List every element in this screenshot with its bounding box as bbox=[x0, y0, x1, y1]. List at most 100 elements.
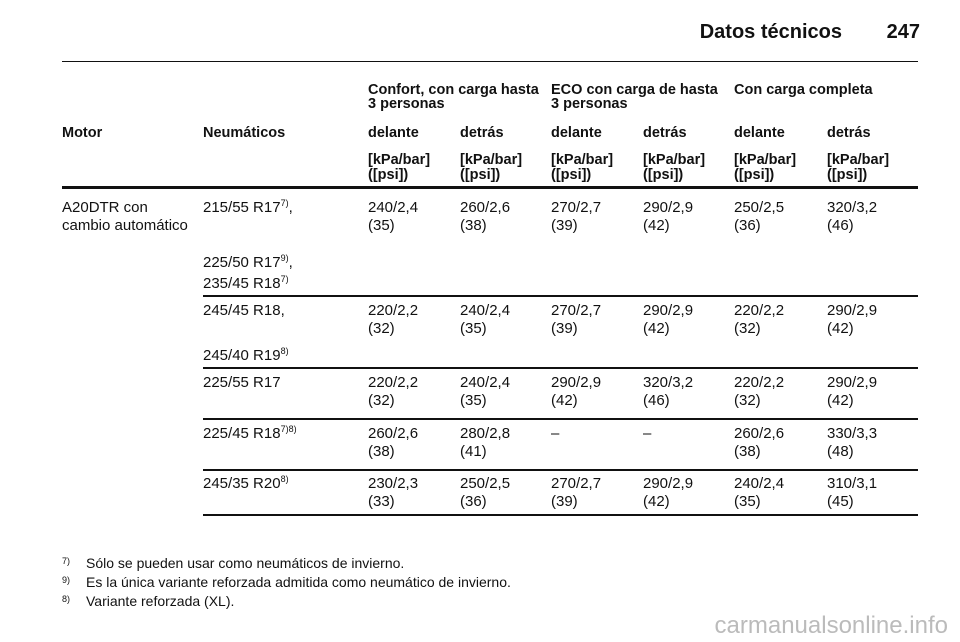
tire: 225/45 R187)8) bbox=[203, 424, 297, 443]
pressure-psi: (39) bbox=[551, 217, 578, 234]
footnote: Es la única variante reforzada admitida … bbox=[86, 574, 511, 590]
pressure: 230/2,3 bbox=[368, 475, 419, 492]
footnote-mark: 9) bbox=[62, 575, 71, 585]
pressure: 290/2,9 bbox=[643, 199, 694, 216]
pressure-psi: (46) bbox=[643, 392, 670, 409]
pressure: 320/3,2 bbox=[827, 199, 878, 216]
pressure: – bbox=[551, 425, 560, 442]
unit: [kPa/bar] bbox=[734, 152, 797, 168]
pressure-psi: (36) bbox=[460, 493, 487, 510]
pressure-psi: (32) bbox=[734, 392, 761, 409]
tire-size: 245/35 R20 bbox=[203, 475, 281, 492]
tire: 245/35 R208) bbox=[203, 475, 289, 493]
unit: ([psi]) bbox=[460, 167, 501, 183]
rule bbox=[62, 186, 918, 189]
group-header: 3 personas bbox=[368, 96, 445, 112]
pressure: 250/2,5 bbox=[734, 199, 785, 216]
column-header: delante bbox=[368, 125, 419, 141]
tire: 245/45 R18, bbox=[203, 302, 285, 319]
tire-tail: , bbox=[288, 199, 293, 216]
pressure-psi: (48) bbox=[827, 443, 854, 460]
motor: A20DTR con bbox=[62, 199, 148, 216]
group-header: ECO con carga de hasta bbox=[551, 82, 718, 98]
column-header: detrás bbox=[643, 125, 687, 141]
footnote: Sólo se pueden usar como neumáticos de i… bbox=[86, 555, 405, 571]
tire-size: 245/40 R19 bbox=[203, 347, 281, 364]
unit: [kPa/bar] bbox=[551, 152, 614, 168]
pressure-psi: (42) bbox=[643, 493, 670, 510]
tire-tail: , bbox=[288, 254, 293, 271]
footnote-ref: 8) bbox=[280, 346, 289, 356]
pressure-psi: (42) bbox=[643, 320, 670, 337]
group-header: 3 personas bbox=[551, 96, 628, 112]
column-header: detrás bbox=[827, 125, 871, 141]
group-header: Con carga completa bbox=[734, 82, 873, 98]
pressure-psi: (38) bbox=[460, 217, 487, 234]
pressure-psi: (32) bbox=[368, 320, 395, 337]
pressure: 270/2,7 bbox=[551, 302, 602, 319]
tire-size: 225/50 R17 bbox=[203, 254, 281, 271]
pressure: 220/2,2 bbox=[734, 374, 785, 391]
pressure-psi: (36) bbox=[734, 217, 761, 234]
pressure-psi: (39) bbox=[551, 493, 578, 510]
pressure: 290/2,9 bbox=[827, 374, 878, 391]
pressure-psi: (46) bbox=[827, 217, 854, 234]
unit: ([psi]) bbox=[827, 167, 868, 183]
unit: [kPa/bar] bbox=[368, 152, 431, 168]
rule bbox=[203, 469, 918, 471]
unit: [kPa/bar] bbox=[460, 152, 523, 168]
pressure: 220/2,2 bbox=[734, 302, 785, 319]
unit: ([psi]) bbox=[643, 167, 684, 183]
pressure-psi: (39) bbox=[551, 320, 578, 337]
pressure-psi: (35) bbox=[460, 320, 487, 337]
tire: 225/50 R179), bbox=[203, 254, 293, 272]
pressure: 250/2,5 bbox=[460, 475, 511, 492]
column-header: Motor bbox=[62, 125, 103, 141]
pressure-psi: (38) bbox=[734, 443, 761, 460]
pressure-psi: (38) bbox=[368, 443, 395, 460]
column-header: delante bbox=[734, 125, 785, 141]
motor: cambio automático bbox=[62, 217, 188, 234]
pressure: 290/2,9 bbox=[551, 374, 602, 391]
tire: 215/55 R177), bbox=[203, 199, 293, 217]
footnote: Variante reforzada (XL). bbox=[86, 593, 235, 609]
column-header: detrás bbox=[460, 125, 504, 141]
page-number: 247 bbox=[886, 21, 920, 43]
watermark: carmanualsonline.info bbox=[714, 612, 948, 639]
pressure: 240/2,4 bbox=[460, 374, 511, 391]
pressure-psi: (35) bbox=[368, 217, 395, 234]
pressure-psi: (33) bbox=[368, 493, 395, 510]
pressure: 270/2,7 bbox=[551, 199, 602, 216]
footnote-ref: 7)8) bbox=[280, 424, 297, 434]
unit: ([psi]) bbox=[368, 167, 409, 183]
pressure: 240/2,4 bbox=[460, 302, 511, 319]
tire-size: 235/45 R18 bbox=[203, 275, 281, 292]
pressure-psi: (42) bbox=[827, 320, 854, 337]
unit: [kPa/bar] bbox=[827, 152, 890, 168]
pressure-psi: (45) bbox=[827, 493, 854, 510]
tire: 225/55 R17 bbox=[203, 374, 281, 391]
pressure-psi: (35) bbox=[460, 392, 487, 409]
unit: ([psi]) bbox=[734, 167, 775, 183]
column-header: Neumáticos bbox=[203, 125, 286, 141]
pressure: 220/2,2 bbox=[368, 302, 419, 319]
rule bbox=[203, 295, 918, 297]
group-header: Confort, con carga hasta bbox=[368, 82, 539, 98]
pressure: 320/3,2 bbox=[643, 374, 694, 391]
pressure: 290/2,9 bbox=[643, 475, 694, 492]
pressure: 240/2,4 bbox=[368, 199, 419, 216]
pressure: 290/2,9 bbox=[643, 302, 694, 319]
page-title: Datos técnicos bbox=[699, 21, 842, 43]
rule bbox=[203, 514, 918, 516]
pressure: 270/2,7 bbox=[551, 475, 602, 492]
footnote-mark: 7) bbox=[62, 556, 71, 566]
tire-size: 215/55 R17 bbox=[203, 199, 281, 216]
unit: ([psi]) bbox=[551, 167, 592, 183]
footnote-mark: 8) bbox=[62, 594, 71, 604]
footnote-ref: 7) bbox=[280, 274, 289, 284]
tire: 245/40 R198) bbox=[203, 346, 289, 365]
pressure-psi: (35) bbox=[734, 493, 761, 510]
pressure-psi: (42) bbox=[643, 217, 670, 234]
tire: 235/45 R187) bbox=[203, 274, 289, 293]
